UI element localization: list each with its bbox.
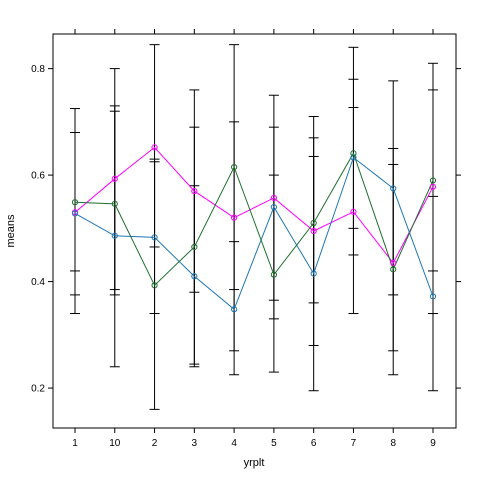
data-point [350, 150, 357, 157]
y-tick-label: 0.6 [31, 171, 45, 182]
data-point [191, 273, 198, 280]
data-point [71, 210, 79, 217]
data-point [111, 175, 118, 182]
x-tick-label: 3 [192, 438, 198, 449]
data-point [270, 194, 277, 202]
data-point [270, 203, 277, 211]
x-axis: 1 10 2 3 4 5 6 7 8 9 [72, 29, 436, 449]
data-point [350, 154, 357, 161]
data-point [111, 200, 118, 207]
data-point [390, 259, 397, 267]
data-point [151, 144, 158, 151]
data-point [310, 227, 317, 235]
y-axis-title: means [5, 214, 17, 248]
x-tick-label: 1 [72, 438, 78, 449]
x-tick-label: 10 [109, 438, 121, 449]
x-tick-label: 5 [271, 438, 277, 449]
plot-frame [52, 33, 457, 429]
x-tick-label: 8 [390, 438, 396, 449]
x-tick-label: 9 [430, 438, 436, 449]
data-point [390, 266, 397, 273]
y-tick-label: 0.2 [31, 384, 45, 395]
series-lines [74, 146, 434, 311]
data-point [429, 183, 437, 190]
data-point [191, 187, 198, 195]
data-point [231, 164, 238, 171]
data-point [71, 199, 79, 206]
x-tick-label: 7 [351, 438, 357, 449]
data-point [151, 282, 158, 289]
data-point [231, 214, 238, 221]
data-points [71, 144, 437, 313]
data-point [310, 270, 317, 277]
data-point [231, 306, 238, 313]
data-point [350, 208, 357, 215]
x-tick-label: 4 [231, 438, 237, 449]
series-line-0 [74, 146, 434, 264]
y-tick-label: 0.8 [31, 64, 45, 75]
data-point [270, 271, 277, 278]
x-tick-label: 2 [152, 438, 158, 449]
y-tick-label: 0.4 [31, 277, 45, 288]
x-tick-label: 6 [311, 438, 317, 449]
y-axis: 0.2 0.4 0.6 0.8 [31, 64, 461, 395]
series-line-1 [74, 156, 434, 311]
data-point [429, 293, 437, 300]
data-point [191, 243, 198, 251]
data-point [111, 232, 118, 239]
x-axis-title: yrplt [244, 457, 265, 469]
data-point [390, 185, 397, 192]
data-point [429, 177, 437, 184]
data-point [310, 219, 317, 227]
data-point [151, 234, 158, 241]
series-line-2 [74, 152, 434, 287]
